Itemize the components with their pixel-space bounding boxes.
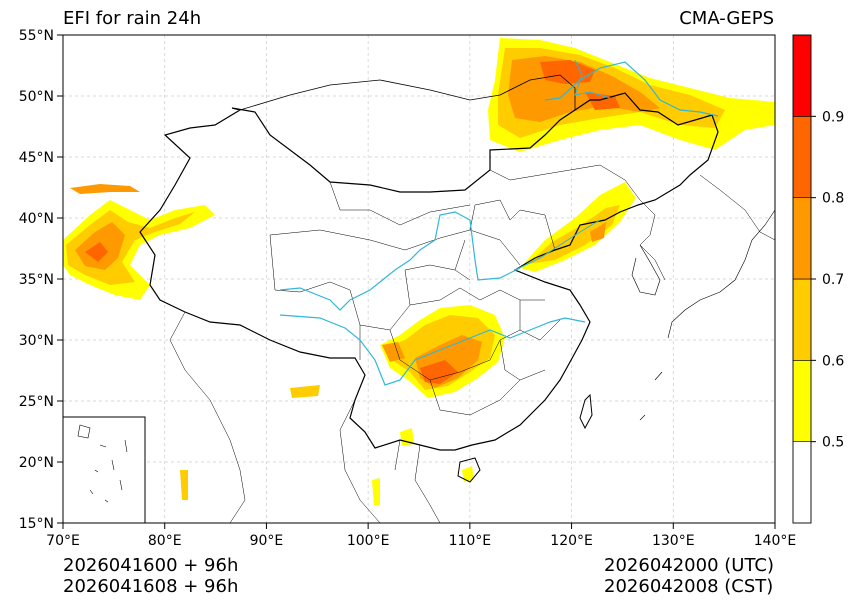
lon-tick-label: 80°E: [148, 533, 182, 549]
model-name: CMA-GEPS: [679, 8, 774, 29]
init-time-utc: 2026041600 + 96h: [63, 555, 239, 576]
efi-patch-3: [462, 466, 474, 482]
taiwan-island: [579, 393, 593, 430]
amur-river: [544, 61, 719, 117]
korea-coast: [631, 244, 661, 296]
lat-tick-label: 30°N: [19, 333, 54, 349]
efi-patch-5: [372, 478, 380, 505]
lat-tick-label: 25°N: [19, 394, 54, 410]
lat-tick-label: 20°N: [19, 455, 54, 471]
lon-tick-label: 90°E: [250, 533, 284, 549]
boundaries: [139, 59, 775, 523]
hainan-island: [457, 457, 481, 483]
lat-tick-label: 50°N: [19, 89, 54, 105]
lat-tick-label: 15°N: [19, 516, 54, 532]
china-border: [139, 92, 719, 451]
efi-area-northchina-0.6: [528, 205, 620, 264]
lon-tick-label: 130°E: [652, 533, 695, 549]
efi-patch-4: [180, 470, 188, 500]
lon-tick-label: 120°E: [550, 533, 593, 549]
colorbar-tick-label: 0.9: [822, 109, 844, 125]
lon-tick-label: 140°E: [754, 533, 797, 549]
colorbar-segment: [792, 278, 812, 361]
colorbar-segment: [792, 34, 812, 117]
efi-patch-1: [290, 385, 320, 398]
south-china-sea-inset: [62, 416, 146, 524]
lat-tick-label: 35°N: [19, 272, 54, 288]
lat-tick-label: 40°N: [19, 211, 54, 227]
lon-tick-label: 110°E: [449, 533, 492, 549]
inset-islands: [77, 424, 128, 503]
colorbar-tick-label: 0.7: [822, 272, 844, 288]
yellow-river: [279, 211, 521, 311]
japan-coast: [639, 209, 775, 421]
colorbar-segment: [792, 197, 812, 280]
init-time-cst: 2026041608 + 96h: [63, 576, 239, 597]
efi-patch-2: [400, 428, 414, 446]
valid-time-block: 2026042000 (UTC) 2026042008 (CST): [604, 555, 774, 597]
longitude-axis: 70°E 80°E 90°E 100°E 110°E 120°E 130°E 140°E: [46, 523, 796, 549]
colorbar-tick-label: 0.8: [822, 191, 844, 207]
efi-area-northchina-0.7: [590, 222, 606, 242]
valid-time-utc: 2026042000 (UTC): [604, 555, 774, 576]
colorbar-segment: [792, 116, 812, 198]
lon-tick-label: 100°E: [347, 533, 390, 549]
efi-area-southwest-0.8: [420, 360, 458, 384]
colorbar-tick-label: 0.5: [822, 435, 844, 451]
map-title: EFI for rain 24h: [63, 8, 202, 29]
province-lines: [269, 164, 641, 416]
songhua-river: [574, 59, 611, 99]
liao-river: [514, 219, 601, 271]
lat-tick-label: 55°N: [19, 28, 54, 44]
colorbar-segment: [792, 360, 812, 442]
valid-time-cst: 2026042008 (CST): [604, 576, 774, 597]
lon-tick-label: 70°E: [46, 533, 80, 549]
neighbor-borders: [169, 174, 775, 523]
efi-shading: [63, 38, 775, 505]
colorbar: 0.5 0.6 0.7 0.8 0.9: [792, 34, 844, 524]
efi-area-west-0.8: [85, 242, 108, 262]
mongolia-border: [239, 74, 576, 111]
colorbar-segment: [792, 441, 812, 524]
colorbar-tick-label: 0.6: [822, 353, 844, 369]
lat-tick-label: 45°N: [19, 150, 54, 166]
latitude-axis: 55°N 50°N 45°N 40°N 35°N 30°N 25°N 20°N 15°N: [19, 28, 63, 532]
yangtze-river: [279, 314, 586, 386]
init-time-block: 2026041600 + 96h 2026041608 + 96h: [63, 555, 238, 597]
efi-area-west-streak: [70, 184, 140, 194]
